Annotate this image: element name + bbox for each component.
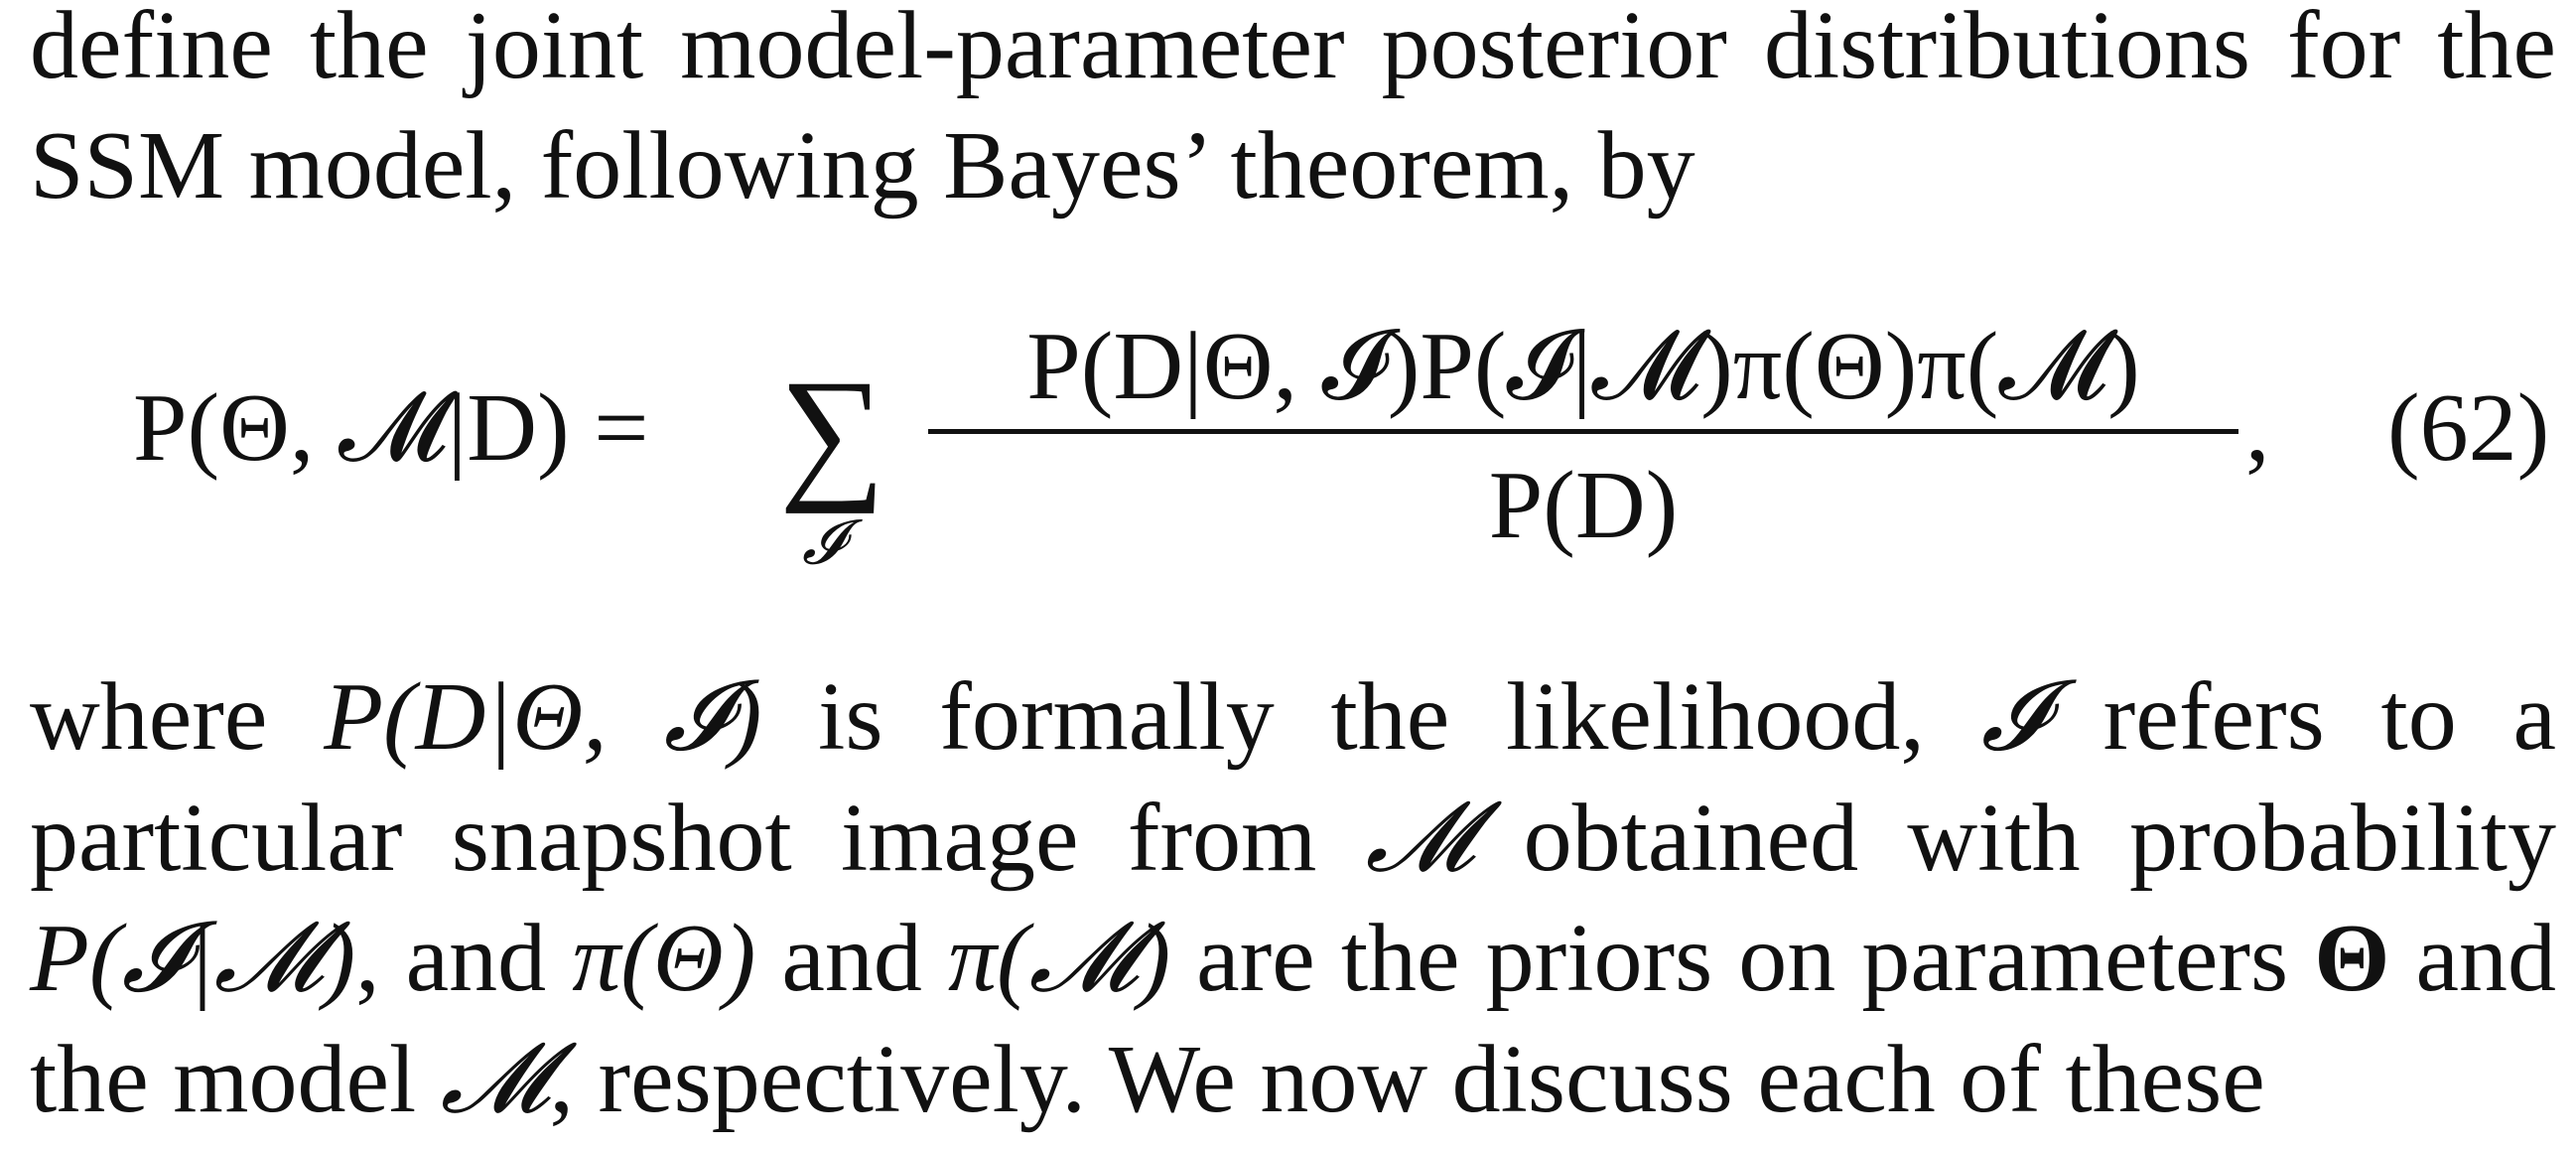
- text-segment: where: [30, 663, 325, 771]
- equation-62: P(Θ, 𝓜|D) = ∑ 𝓘 P(D|Θ, 𝓘)P(𝓘|𝓜)π(Θ)π(𝓜) …: [0, 298, 2576, 596]
- paragraph-before-equation: define the joint model-parameter posteri…: [30, 0, 2556, 219]
- fraction-bar: [928, 429, 2238, 434]
- text-segment: refers to a particular snapshot image fr…: [30, 663, 2556, 892]
- text-segment: , and: [355, 905, 573, 1012]
- fraction-denominator: P(D): [1488, 452, 1679, 559]
- math-likelihood: P(D|Θ, 𝓘): [324, 663, 762, 771]
- text-segment: are the priors on parameters: [1170, 905, 2315, 1012]
- equation-lhs: P(Θ, 𝓜|D) =: [133, 374, 649, 482]
- math-model-prior: π(𝓜): [947, 905, 1171, 1012]
- text-segment: and: [755, 905, 948, 1012]
- equation-trailing-comma: ,: [2245, 374, 2270, 482]
- text-segment: , respectively. We now discuss each of t…: [549, 1026, 2265, 1133]
- math-snapshot-symbol: 𝓘: [1980, 659, 2047, 773]
- summation-symbol: ∑: [779, 350, 885, 514]
- math-snapshot-probability: P(𝓘|𝓜): [30, 905, 356, 1012]
- summation-subscript: 𝓘: [802, 505, 844, 578]
- paragraph-after-equation: where P(D|Θ, 𝓘) is formally the likeliho…: [30, 656, 2556, 1140]
- math-model-symbol: 𝓜: [1365, 781, 1475, 894]
- fraction-numerator: P(D|Θ, 𝓘)P(𝓘|𝓜)π(Θ)π(𝓜): [1026, 313, 2140, 420]
- text-segment: is formally the likelihood,: [761, 663, 1981, 771]
- equation-number: (62): [2387, 374, 2550, 482]
- math-parameter-prior: π(Θ): [572, 905, 756, 1012]
- math-model-symbol: 𝓜: [440, 1022, 550, 1135]
- text-segment: obtained with probability: [1474, 785, 2557, 892]
- math-theta-bold: Θ: [2314, 905, 2390, 1012]
- text-segment: and the model: [30, 905, 2557, 1133]
